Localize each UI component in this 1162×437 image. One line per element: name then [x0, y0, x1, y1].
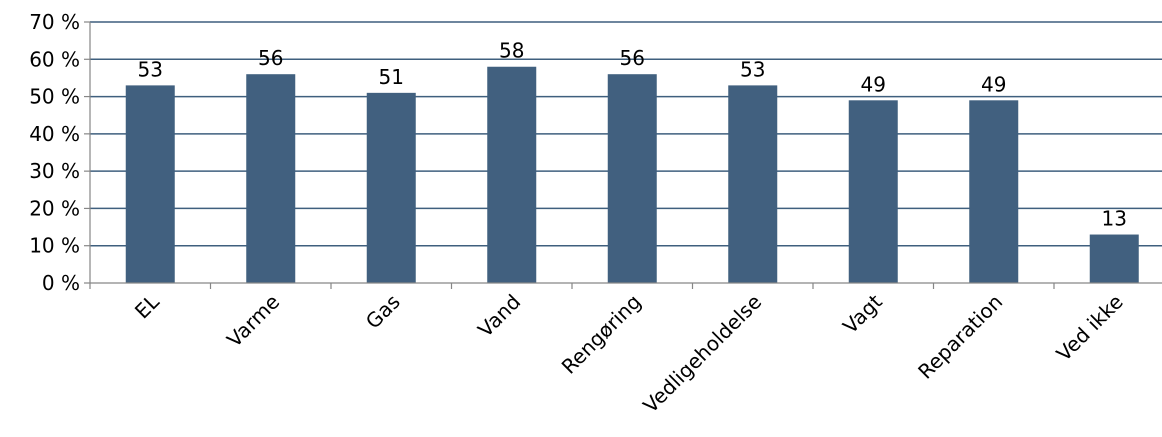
y-tick-label: 0 % — [42, 271, 80, 295]
bar — [1089, 234, 1139, 283]
data-label: 53 — [740, 57, 765, 81]
data-label: 56 — [620, 46, 645, 70]
bar — [487, 66, 537, 283]
y-tick-label: 50 % — [29, 85, 80, 109]
x-tick-label: Varme — [222, 290, 284, 352]
x-tick-label: Rengøring — [557, 290, 646, 379]
data-labels: 53 56 51 58 56 53 49 49 13 — [138, 39, 1127, 231]
bars — [125, 66, 1139, 283]
y-tick-label: 60 % — [29, 47, 80, 71]
data-label: 49 — [861, 72, 886, 96]
data-label: 51 — [379, 65, 404, 89]
x-tick-label: Vand — [473, 290, 525, 342]
bar — [246, 74, 296, 283]
y-tick-label: 40 % — [29, 122, 80, 146]
data-label: 58 — [499, 39, 524, 63]
x-tick-label: Vagt — [838, 289, 887, 338]
y-tick-label: 20 % — [29, 196, 80, 220]
bar — [848, 100, 898, 283]
x-tick-label: Vedligeholdelse — [638, 290, 766, 418]
bar — [969, 100, 1019, 283]
x-tick-label: Gas — [361, 290, 405, 334]
tick-labels: 0 % 10 % 20 % 30 % 40 % 50 % 60 % 70 % EL Varme Ga… — [29, 10, 1128, 418]
data-label: 49 — [981, 72, 1006, 96]
x-tick-label: EL — [130, 289, 164, 323]
x-tick-label: Reparation — [913, 290, 1007, 384]
axes — [84, 21, 1162, 289]
data-label: 53 — [138, 57, 163, 81]
x-tick-label: Ved ikke — [1052, 290, 1128, 366]
data-label: 56 — [258, 46, 283, 70]
data-label: 13 — [1102, 207, 1127, 231]
y-tick-label: 30 % — [29, 159, 80, 183]
bar — [366, 92, 416, 283]
bar — [125, 85, 175, 283]
bar — [728, 85, 778, 283]
bar — [607, 74, 657, 283]
y-tick-label: 70 % — [29, 10, 80, 34]
y-tick-label: 10 % — [29, 234, 80, 258]
